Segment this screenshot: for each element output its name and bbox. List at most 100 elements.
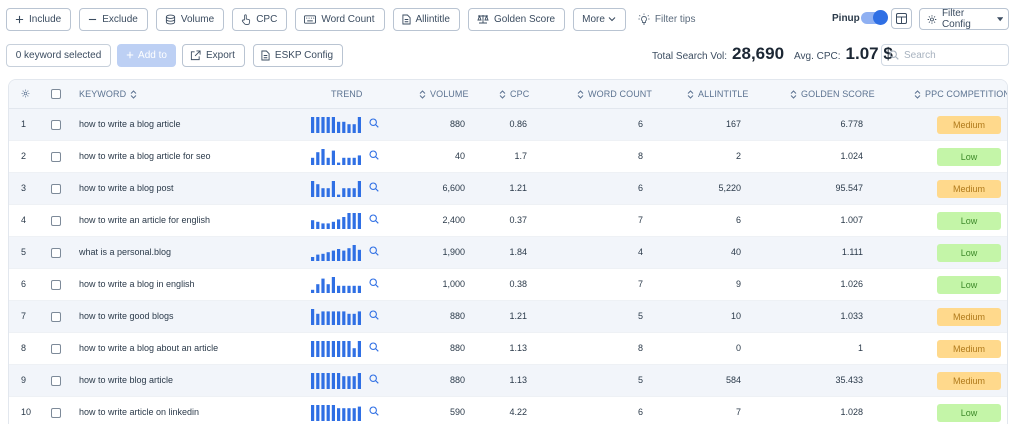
table-row[interactable]: 5 what is a personal.blog 1,900 1.84 4 4… [9, 237, 1007, 269]
include-label: Include [29, 13, 62, 25]
export-label: Export [206, 49, 235, 61]
row-keyword[interactable]: how to write a blog article for seo [79, 151, 211, 161]
table-row[interactable]: 3 how to write a blog post 6,600 1.21 6 … [9, 173, 1007, 205]
trend-bar [321, 223, 325, 229]
search-input[interactable] [904, 49, 1004, 61]
table-row[interactable]: 10 how to write article on linkedin 590 … [9, 397, 1007, 424]
row-allintitle: 0 [735, 343, 741, 353]
minus-icon [89, 18, 97, 20]
golden-score-filter-button[interactable]: Golden Score [467, 7, 566, 31]
header-word-count[interactable]: WORD COUNT [573, 89, 652, 99]
row-checkbox[interactable] [51, 280, 61, 290]
trend-sparkline [311, 117, 361, 133]
row-keyword[interactable]: how to write a blog post [79, 183, 174, 193]
pinup-toggle[interactable] [861, 10, 888, 25]
trend-bar [316, 313, 320, 325]
eskp-config-label: ESKP Config [274, 49, 334, 61]
row-checkbox[interactable] [51, 344, 61, 354]
header-golden-score[interactable]: GOLDEN SCORE [786, 89, 875, 99]
trend-bar [352, 408, 356, 421]
row-checkbox[interactable] [51, 408, 61, 418]
search-icon[interactable] [369, 406, 379, 416]
sort-icon [914, 89, 921, 99]
search-icon[interactable] [369, 214, 379, 224]
row-volume: 1,900 [442, 247, 465, 257]
table-row[interactable]: 6 how to write a blog in english 1,000 0… [9, 269, 1007, 301]
table-row[interactable]: 4 how to write an article for english 2,… [9, 205, 1007, 237]
filter-config-dropdown[interactable]: Filter Config [919, 8, 1009, 30]
word-count-filter-button[interactable]: Word Count [295, 7, 385, 31]
trend-bar [342, 341, 346, 357]
search-icon[interactable] [369, 246, 379, 256]
layout-button[interactable] [891, 8, 912, 29]
cpc-filter-button[interactable]: CPC [232, 7, 288, 31]
header-ppc-competition[interactable]: PPC COMPETITION [910, 89, 1007, 99]
more-filters-dropdown[interactable]: More [573, 7, 626, 31]
row-checkbox[interactable] [51, 248, 61, 258]
row-checkbox[interactable] [51, 216, 61, 226]
header-trend: TREND [331, 89, 363, 99]
row-word-count: 7 [637, 215, 643, 225]
filter-tips-link[interactable]: Filter tips [633, 7, 700, 31]
column-settings-button[interactable] [21, 89, 30, 98]
header-keyword[interactable]: KEYWORD [79, 89, 141, 99]
trend-bar [347, 157, 351, 165]
row-allintitle: 167 [725, 119, 741, 129]
row-word-count: 8 [637, 151, 643, 161]
row-keyword[interactable]: how to write article on linkedin [79, 407, 200, 417]
header-allintitle[interactable]: ALLINTITLE [683, 89, 749, 99]
header-volume[interactable]: VOLUME [415, 89, 469, 99]
trend-bar [311, 117, 315, 133]
table-body: 1 how to write a blog article 880 0.86 6… [9, 109, 1007, 424]
include-button[interactable]: Include [6, 7, 72, 31]
row-checkbox[interactable] [51, 312, 61, 322]
table-row[interactable]: 1 how to write a blog article 880 0.86 6… [9, 109, 1007, 141]
table-row[interactable]: 2 how to write a blog article for seo 40… [9, 141, 1007, 173]
header-volume-label: VOLUME [430, 89, 469, 99]
export-button[interactable]: Export [182, 43, 245, 67]
search-icon[interactable] [369, 310, 379, 320]
row-cpc: 4.22 [509, 407, 527, 417]
allintitle-filter-button[interactable]: Allintitle [392, 7, 460, 31]
table-row[interactable]: 9 how to write blog article 880 1.13 5 5… [9, 365, 1007, 397]
row-checkbox[interactable] [51, 184, 61, 194]
trend-bar [352, 124, 356, 133]
row-checkbox[interactable] [51, 152, 61, 162]
volume-filter-button[interactable]: Volume [155, 7, 225, 31]
row-keyword[interactable]: how to write a blog about an article [79, 343, 219, 353]
row-keyword[interactable]: how to write an article for english [79, 215, 211, 225]
table-row[interactable]: 8 how to write a blog about an article 8… [9, 333, 1007, 365]
add-to-button[interactable]: Add to [117, 43, 176, 67]
trend-bar [357, 311, 361, 325]
trend-bar [357, 249, 361, 261]
exclude-button[interactable]: Exclude [79, 7, 148, 31]
search-icon[interactable] [369, 342, 379, 352]
table-row[interactable]: 7 how to write good blogs 880 1.21 5 10 … [9, 301, 1007, 333]
search-icon[interactable] [369, 182, 379, 192]
row-cpc: 1.84 [509, 247, 527, 257]
eskp-config-button[interactable]: ESKP Config [252, 43, 344, 67]
trend-bar [357, 373, 361, 389]
search-icon[interactable] [369, 118, 379, 128]
trend-bar [311, 181, 315, 197]
row-keyword[interactable]: how to write blog article [79, 375, 174, 385]
search-icon[interactable] [369, 150, 379, 160]
trend-sparkline [311, 309, 361, 325]
trend-bar [337, 341, 341, 357]
row-word-count: 6 [637, 119, 643, 129]
row-checkbox[interactable] [51, 376, 61, 386]
row-keyword[interactable]: what is a personal.blog [79, 247, 172, 257]
trend-sparkline [311, 277, 361, 293]
trend-bar [337, 194, 341, 197]
select-all-checkbox[interactable] [51, 89, 61, 99]
row-keyword[interactable]: how to write a blog in english [79, 279, 195, 289]
row-keyword[interactable]: how to write good blogs [79, 311, 174, 321]
total-search-vol-value: 28,690 [732, 44, 785, 63]
row-checkbox[interactable] [51, 120, 61, 130]
header-cpc[interactable]: CPC [495, 89, 529, 99]
search-icon[interactable] [369, 278, 379, 288]
search-icon[interactable] [369, 374, 379, 384]
row-keyword[interactable]: how to write a blog article [79, 119, 181, 129]
trend-bar [326, 117, 330, 133]
row-index: 8 [21, 343, 27, 353]
